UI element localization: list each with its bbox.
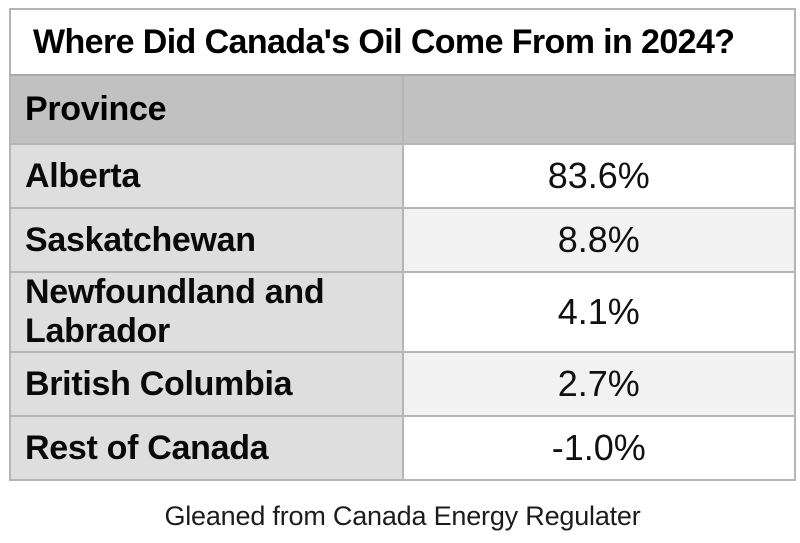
share-cell: 2.7% [401, 351, 796, 417]
province-cell: Newfoundland and Labrador [9, 271, 404, 353]
column-header-value [401, 74, 796, 145]
page-title: Where Did Canada's Oil Come From in 2024… [9, 8, 796, 76]
table-row: Alberta 83.6% [9, 143, 796, 209]
province-cell: Saskatchewan [9, 207, 404, 273]
table-row: Saskatchewan 8.8% [9, 207, 796, 273]
share-cell: 8.8% [401, 207, 796, 273]
province-cell: Alberta [9, 143, 404, 209]
table-row: Rest of Canada -1.0% [9, 415, 796, 481]
oil-origin-table: Where Did Canada's Oil Come From in 2024… [9, 8, 796, 481]
table-header-row: Province [9, 74, 796, 145]
share-cell: 4.1% [401, 271, 796, 353]
table-title-row: Where Did Canada's Oil Come From in 2024… [9, 8, 796, 76]
table-row: British Columbia 2.7% [9, 351, 796, 417]
column-header-province: Province [9, 74, 404, 145]
share-cell: -1.0% [401, 415, 796, 481]
province-cell: British Columbia [9, 351, 404, 417]
table-row: Newfoundland and Labrador 4.1% [9, 271, 796, 353]
source-caption: Gleaned from Canada Energy Regulater [164, 501, 641, 531]
province-cell: Rest of Canada [9, 415, 404, 481]
share-cell: 83.6% [401, 143, 796, 209]
